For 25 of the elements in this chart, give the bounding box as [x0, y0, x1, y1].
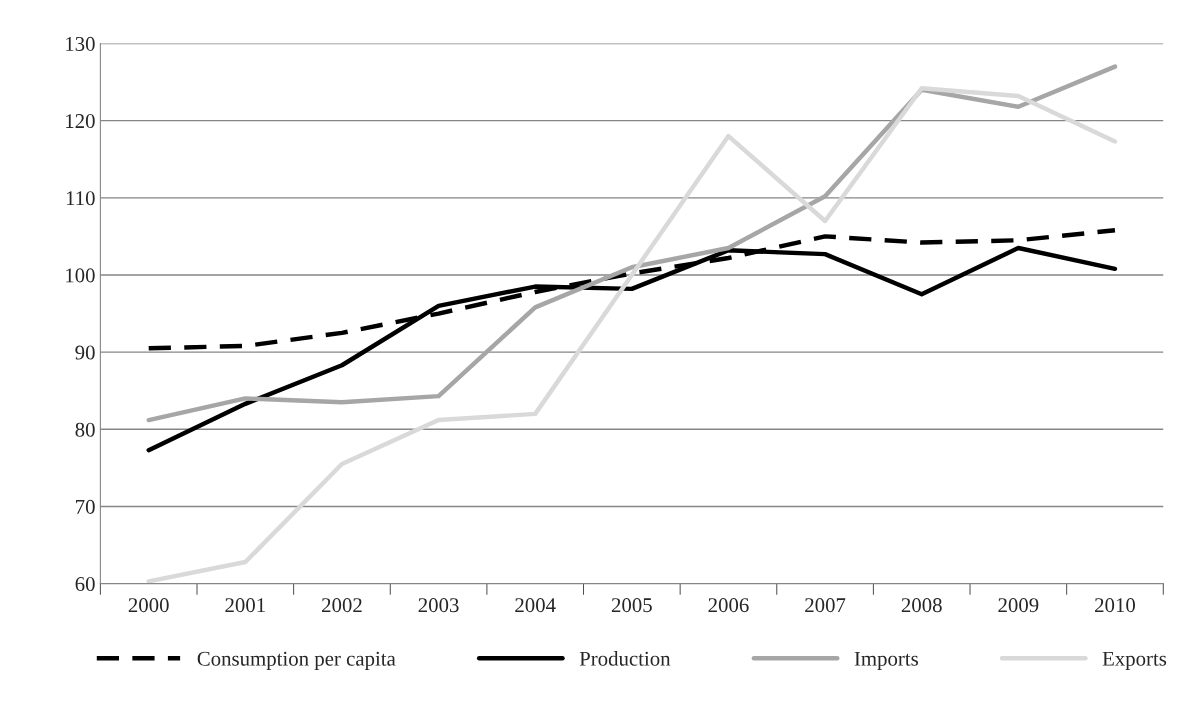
- x-tick-label: 2005: [611, 598, 652, 613]
- x-tick-label: 2003: [418, 598, 459, 613]
- legend-label: Consumption per capita: [197, 651, 396, 671]
- x-tick-label: 2010: [1095, 598, 1136, 613]
- x-tick-label: 2000: [128, 598, 169, 613]
- line-series: [146, 64, 1118, 423]
- y-tick-label: 100: [66, 268, 95, 283]
- x-tick-label: 2002: [322, 598, 362, 613]
- legend-label: Production: [579, 651, 671, 666]
- x-tick-label: 2004: [515, 598, 556, 613]
- x-tick-label: 2009: [998, 598, 1039, 613]
- line-series: [146, 86, 1118, 584]
- y-tick-label: 70: [76, 499, 95, 514]
- y-tick-label: 60: [75, 577, 95, 592]
- x-tick-label: 2008: [901, 598, 942, 613]
- x-tick-label: 2006: [708, 598, 749, 613]
- y-tick-label: 110: [66, 191, 95, 206]
- y-tick-label: 130: [66, 36, 95, 51]
- y-tick-label: 80: [75, 422, 95, 437]
- legend-label: Imports: [854, 651, 918, 671]
- x-tick-label: 2001: [225, 598, 265, 613]
- y-tick-label: 120: [66, 114, 95, 129]
- x-tick-label: 2007: [805, 598, 846, 613]
- y-tick-label: 90: [75, 345, 95, 360]
- legend-label: Exports: [1102, 651, 1167, 671]
